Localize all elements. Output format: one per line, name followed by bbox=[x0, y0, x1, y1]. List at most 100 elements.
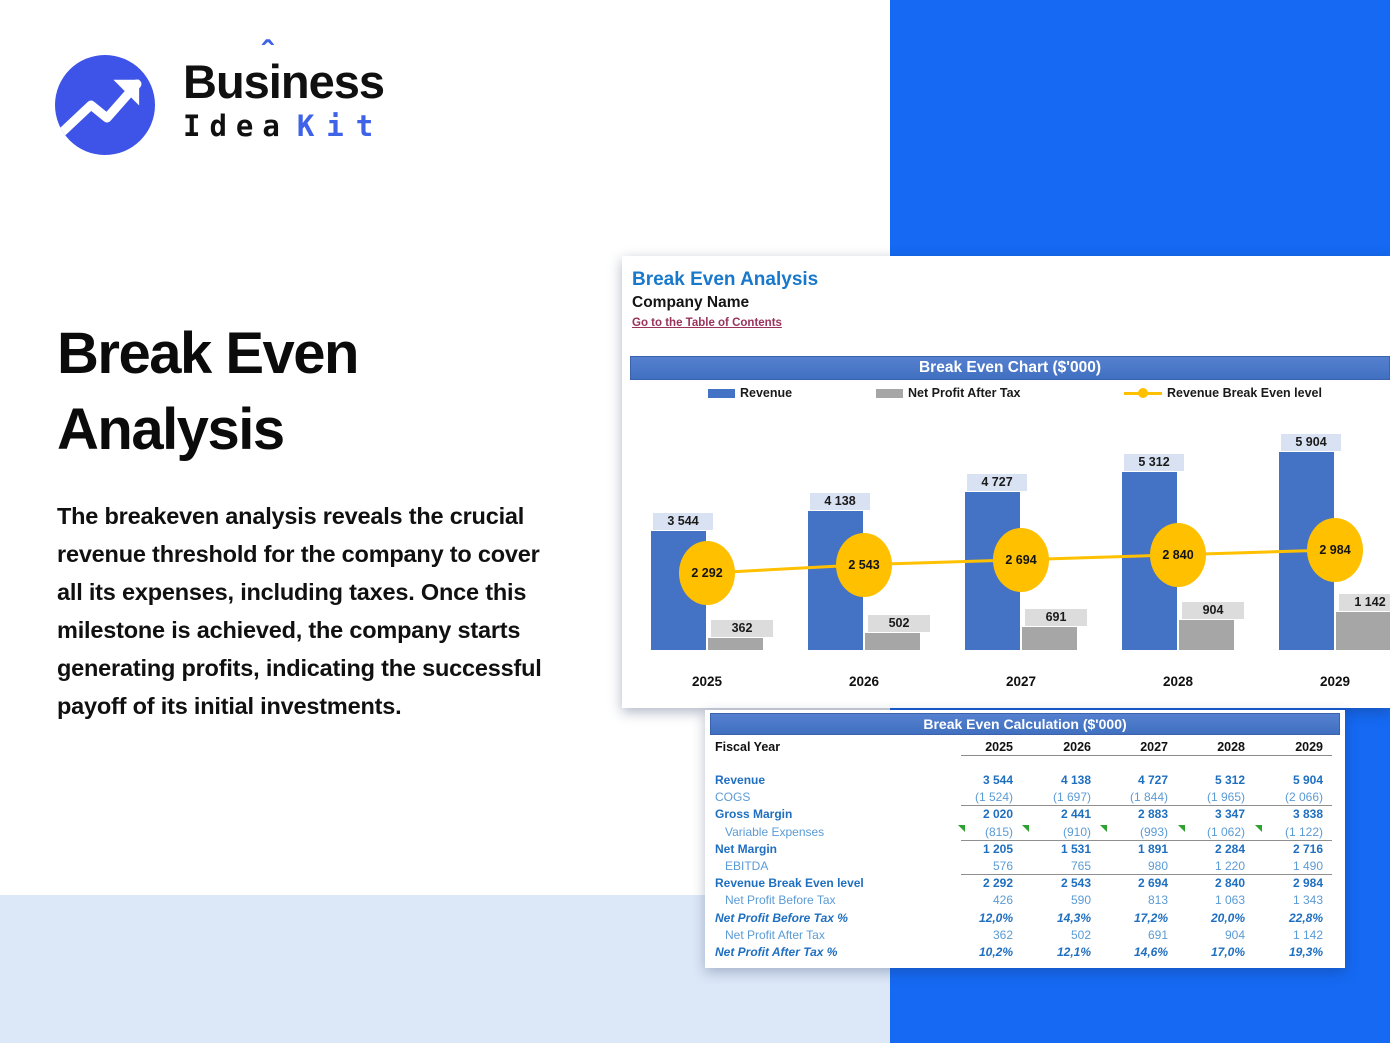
chart-year-label: 2028 bbox=[1162, 674, 1194, 689]
table-row: EBITDA 576 765 980 1 220 1 490 bbox=[705, 858, 1345, 876]
header-underline bbox=[961, 755, 1332, 756]
row-value-cell: 2 292 bbox=[982, 876, 1013, 891]
revenue-value-label: 4 138 bbox=[810, 493, 870, 511]
net-profit-value-label: 904 bbox=[1182, 601, 1244, 619]
sheet-title: Break Even Analysis bbox=[632, 269, 819, 290]
fiscal-year-label: Fiscal Year bbox=[715, 740, 781, 754]
page-description: The breakeven analysis reveals the cruci… bbox=[57, 503, 542, 720]
row-label: COGS bbox=[715, 790, 751, 805]
table-row: COGS (1 524) (1 697) (1 844) (1 965) (2 066) bbox=[705, 789, 1345, 807]
row-value-cell: 14,3% bbox=[1056, 910, 1091, 925]
row-value-cell: 2 840 bbox=[1214, 876, 1245, 891]
legend-item-net-profit: Net Profit After Tax bbox=[876, 385, 1021, 401]
year-header-cell: 2025 bbox=[985, 740, 1013, 754]
year-header-cell: 2028 bbox=[1217, 740, 1245, 754]
break-even-marker: 2 984 bbox=[1307, 517, 1363, 582]
row-value-cell: 4 727 bbox=[1137, 773, 1168, 787]
row-value-cell: 1 063 bbox=[1214, 893, 1245, 908]
row-label: Gross Margin bbox=[715, 807, 793, 822]
row-value-cell: 813 bbox=[1147, 893, 1168, 908]
row-value-cell: 14,6% bbox=[1133, 944, 1168, 959]
row-value-cell: 2 694 bbox=[1137, 876, 1168, 891]
year-header-cell: 2027 bbox=[1140, 740, 1168, 754]
row-value-cell: 576 bbox=[992, 858, 1013, 873]
net-profit-swatch-icon bbox=[876, 388, 903, 398]
row-value-cell: 904 bbox=[1224, 927, 1245, 942]
break-even-marker: 2 292 bbox=[679, 541, 735, 606]
row-value-cell: 502 bbox=[1070, 927, 1091, 942]
row-value-cell: 20,0% bbox=[1210, 910, 1245, 925]
row-value-cell: 22,8% bbox=[1288, 910, 1323, 925]
row-label: Net Profit After Tax % bbox=[715, 944, 838, 959]
trend-arrow-icon bbox=[55, 55, 155, 155]
comment-indicator-icon bbox=[1178, 824, 1185, 832]
row-label: EBITDA bbox=[725, 858, 769, 873]
row-label: Variable Expenses bbox=[725, 824, 825, 839]
row-value-cell: 2 441 bbox=[1060, 807, 1091, 822]
table-row: Revenue Break Even level 2 292 2 543 2 694 2… bbox=[705, 875, 1345, 892]
revenue-swatch-icon bbox=[708, 388, 735, 398]
row-label: Net Margin bbox=[715, 841, 778, 856]
row-label: Revenue Break Even level bbox=[715, 876, 864, 891]
row-value-cell: 1 205 bbox=[982, 841, 1013, 856]
row-value-cell: 17,0% bbox=[1210, 944, 1245, 959]
table-row: Revenue 3 544 4 138 4 727 5 312 5 904 bbox=[705, 772, 1345, 789]
row-value-cell: 1 891 bbox=[1137, 841, 1168, 856]
comment-indicator-icon bbox=[958, 824, 965, 832]
chart-year-label: 2029 bbox=[1319, 674, 1351, 689]
net-profit-value-label: 691 bbox=[1025, 608, 1087, 626]
row-value-cell: 980 bbox=[1147, 858, 1168, 873]
company-name: Company Name bbox=[632, 294, 750, 311]
table-row: Gross Margin 2 020 2 441 2 883 3 347 3 838 bbox=[705, 806, 1345, 823]
row-separator bbox=[961, 839, 1332, 841]
row-value-cell: 1 531 bbox=[1060, 841, 1091, 856]
net-profit-bar bbox=[1336, 611, 1390, 650]
break-even-marker: 2 543 bbox=[836, 532, 892, 597]
row-value-cell: (1 122) bbox=[1284, 824, 1323, 839]
table-row: Variable Expenses (815) (910) (993) (1 062) (… bbox=[705, 824, 1345, 841]
logo-caret: ˆ bbox=[261, 35, 273, 73]
break-even-line-icon bbox=[1124, 387, 1162, 398]
row-separator bbox=[961, 805, 1332, 807]
row-separator bbox=[961, 874, 1332, 876]
row-value-cell: 2 284 bbox=[1214, 841, 1245, 856]
year-header-cell: 2029 bbox=[1295, 740, 1323, 754]
row-value-cell: (2 066) bbox=[1284, 790, 1323, 805]
break-even-marker: 2 840 bbox=[1150, 522, 1206, 587]
row-value-cell: (1 965) bbox=[1206, 790, 1245, 805]
legend-item-break-even: Revenue Break Even level bbox=[1124, 385, 1322, 401]
page-title: Break Even Analysis bbox=[57, 321, 359, 462]
chart-plot-area: 3 544 362 2025 4 138 502 2026 4 727 691 2027 5 31… bbox=[622, 256, 1390, 708]
row-value-cell: (993) bbox=[1139, 824, 1168, 839]
break-even-marker: 2 694 bbox=[993, 527, 1049, 592]
revenue-value-label: 5 904 bbox=[1281, 434, 1341, 451]
table-row: Net Margin 1 205 1 531 1 891 2 284 2 716 bbox=[705, 841, 1345, 858]
net-profit-bar bbox=[1179, 619, 1234, 650]
revenue-value-label: 4 727 bbox=[967, 473, 1027, 491]
row-value-cell: 426 bbox=[992, 893, 1013, 908]
row-label: Net Profit Before Tax bbox=[725, 893, 836, 908]
chart-year-label: 2026 bbox=[848, 674, 880, 689]
comment-indicator-icon bbox=[1022, 824, 1029, 832]
chart-year-label: 2027 bbox=[1005, 674, 1037, 689]
row-value-cell: 3 347 bbox=[1214, 807, 1245, 822]
row-value-cell: 362 bbox=[992, 927, 1013, 942]
net-profit-bar bbox=[708, 637, 763, 650]
row-value-cell: 765 bbox=[1070, 858, 1091, 873]
row-value-cell: (910) bbox=[1062, 824, 1091, 839]
row-value-cell: 590 bbox=[1070, 893, 1091, 908]
legend-item-revenue: Revenue bbox=[708, 385, 792, 401]
row-value-cell: 5 312 bbox=[1214, 773, 1245, 787]
comment-indicator-icon bbox=[1100, 824, 1107, 832]
logo-word-business: Bus ˆ iness bbox=[183, 35, 385, 108]
net-profit-value-label: 362 bbox=[711, 619, 773, 637]
row-value-cell: 4 138 bbox=[1060, 773, 1091, 787]
row-value-cell: 2 543 bbox=[1060, 876, 1091, 891]
row-value-cell: (1 524) bbox=[974, 790, 1013, 805]
net-profit-bar bbox=[1022, 626, 1077, 650]
net-profit-value-label: 1 142 bbox=[1339, 593, 1390, 611]
table-of-contents-link[interactable]: Go to the Table of Contents bbox=[632, 317, 782, 329]
break-even-chart-card: Break Even Analysis Company Name Go to t… bbox=[622, 256, 1390, 708]
year-header-cell: 2026 bbox=[1063, 740, 1091, 754]
row-value-cell: 3 838 bbox=[1292, 807, 1323, 822]
